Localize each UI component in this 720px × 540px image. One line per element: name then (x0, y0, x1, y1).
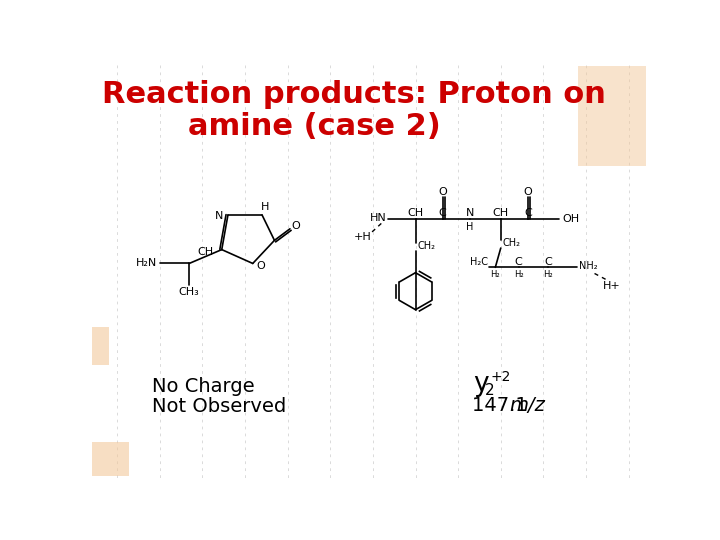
Text: CH₂: CH₂ (503, 238, 521, 248)
Text: NH₂: NH₂ (579, 261, 598, 271)
Bar (578, 66, 647, 166)
Text: O: O (256, 261, 265, 271)
Text: C: C (438, 208, 446, 218)
Text: 2: 2 (485, 383, 494, 398)
Text: C: C (544, 257, 552, 267)
Text: CH: CH (492, 208, 509, 218)
Text: H+: H+ (603, 281, 621, 291)
Text: amine (case 2): amine (case 2) (189, 112, 441, 141)
Text: H₂: H₂ (490, 270, 500, 279)
Text: No Charge: No Charge (152, 377, 255, 396)
Text: OH: OH (563, 214, 580, 224)
Text: O: O (523, 187, 532, 197)
Text: H₂: H₂ (514, 270, 523, 279)
Text: C: C (515, 257, 523, 267)
Text: CH: CH (197, 247, 214, 257)
Text: O: O (291, 221, 300, 231)
Text: +2: +2 (490, 370, 511, 384)
Text: H: H (466, 221, 474, 232)
Text: H: H (261, 202, 269, 212)
Bar (91, 442, 129, 476)
Text: C: C (524, 208, 532, 218)
Text: CH₃: CH₃ (179, 287, 199, 297)
Text: H₂N: H₂N (135, 259, 157, 268)
Text: H₂: H₂ (543, 270, 553, 279)
Text: H₂C: H₂C (469, 257, 487, 267)
Text: CH₂: CH₂ (418, 241, 436, 251)
Text: HN: HN (370, 213, 387, 223)
Text: 147.1: 147.1 (472, 396, 534, 415)
Text: y: y (474, 372, 490, 397)
Text: Reaction products: Proton on: Reaction products: Proton on (102, 79, 606, 109)
Text: CH: CH (408, 208, 423, 218)
Text: +H: +H (354, 232, 372, 242)
Text: N: N (466, 208, 474, 218)
Text: O: O (438, 187, 447, 197)
Text: m/z: m/z (509, 396, 545, 415)
Text: Not Observed: Not Observed (152, 397, 287, 416)
Bar (91, 327, 109, 365)
Text: N: N (215, 211, 223, 221)
